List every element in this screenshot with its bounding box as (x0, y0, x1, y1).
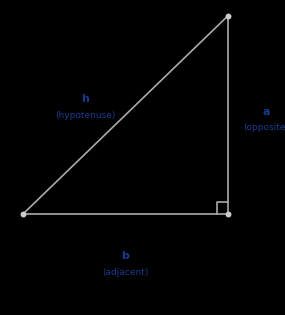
Text: b: b (121, 251, 129, 261)
Text: (hypotenuse): (hypotenuse) (55, 111, 116, 120)
Text: h: h (82, 94, 89, 104)
Point (226, 13, 230, 18)
Text: (opposite): (opposite) (243, 123, 285, 132)
Point (226, 212, 230, 217)
Text: a: a (263, 106, 270, 117)
Text: (adjacent): (adjacent) (102, 268, 148, 277)
Point (21, 212, 25, 217)
